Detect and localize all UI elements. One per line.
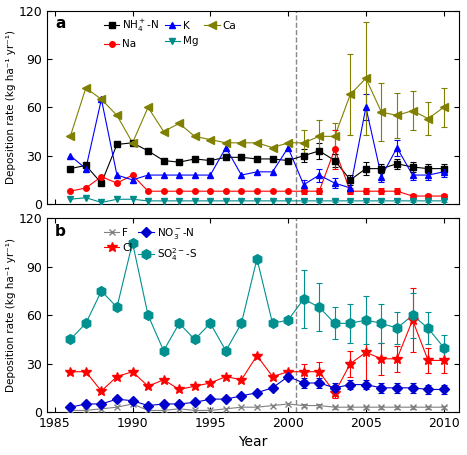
Legend: NH$_4^+$-N, Na, K, Mg, Ca: NH$_4^+$-N, Na, K, Mg, Ca: [102, 16, 239, 51]
Text: b: b: [55, 224, 66, 239]
Text: a: a: [55, 16, 65, 31]
X-axis label: Year: Year: [238, 435, 268, 450]
Y-axis label: Deposition rate (kg ha⁻¹ yr⁻¹): Deposition rate (kg ha⁻¹ yr⁻¹): [6, 238, 15, 392]
Y-axis label: Deposition rate (kg ha⁻¹ yr⁻¹): Deposition rate (kg ha⁻¹ yr⁻¹): [6, 30, 15, 184]
Legend: F, Cl, NO$_3^-$-N, SO$_4^{2-}$-S: F, Cl, NO$_3^-$-N, SO$_4^{2-}$-S: [102, 224, 199, 265]
